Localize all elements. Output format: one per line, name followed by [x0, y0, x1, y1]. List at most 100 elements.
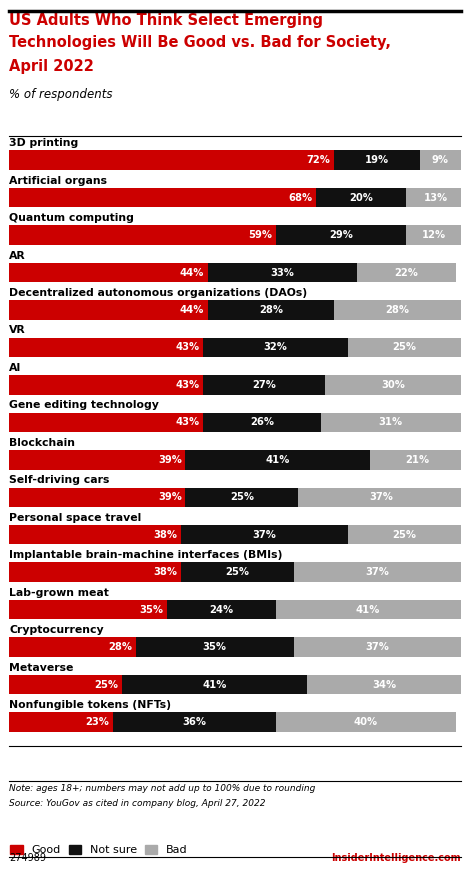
- Text: Gene editing technology: Gene editing technology: [9, 400, 159, 410]
- Bar: [113, 712, 275, 731]
- Bar: [407, 225, 461, 244]
- Bar: [9, 488, 185, 507]
- Text: 72%: 72%: [307, 155, 331, 166]
- Bar: [348, 525, 461, 545]
- Text: 37%: 37%: [252, 530, 276, 540]
- Text: Quantum computing: Quantum computing: [9, 213, 134, 223]
- Bar: [185, 488, 298, 507]
- Bar: [275, 600, 461, 619]
- Bar: [181, 562, 294, 582]
- Text: 33%: 33%: [270, 267, 294, 278]
- Text: 59%: 59%: [248, 230, 272, 240]
- Text: % of respondents: % of respondents: [9, 88, 113, 101]
- Bar: [204, 413, 321, 432]
- Bar: [136, 638, 294, 657]
- Bar: [9, 638, 136, 657]
- Text: Self-driving cars: Self-driving cars: [9, 476, 110, 485]
- Text: 34%: 34%: [372, 680, 396, 689]
- Bar: [9, 187, 316, 208]
- Text: InsiderIntelligence.com: InsiderIntelligence.com: [331, 853, 461, 863]
- Text: 30%: 30%: [381, 380, 405, 390]
- Text: 25%: 25%: [225, 567, 249, 577]
- Text: Cryptocurrency: Cryptocurrency: [9, 625, 104, 635]
- Bar: [275, 712, 456, 731]
- Bar: [357, 263, 456, 282]
- Bar: [275, 225, 407, 244]
- Bar: [9, 712, 113, 731]
- Text: 41%: 41%: [266, 455, 290, 465]
- Bar: [348, 337, 461, 357]
- Text: 20%: 20%: [349, 193, 373, 202]
- Bar: [298, 488, 465, 507]
- Text: 35%: 35%: [140, 604, 164, 615]
- Text: Artificial organs: Artificial organs: [9, 175, 108, 186]
- Bar: [204, 375, 325, 394]
- Bar: [334, 300, 461, 320]
- Text: 22%: 22%: [394, 267, 418, 278]
- Text: 28%: 28%: [385, 305, 409, 315]
- Bar: [9, 413, 204, 432]
- Bar: [9, 525, 181, 545]
- Bar: [294, 562, 461, 582]
- Text: 38%: 38%: [153, 567, 177, 577]
- Text: 31%: 31%: [379, 417, 403, 427]
- Text: 44%: 44%: [180, 305, 204, 315]
- Text: 38%: 38%: [153, 530, 177, 540]
- Text: 23%: 23%: [86, 717, 110, 727]
- Bar: [9, 263, 208, 282]
- Text: 68%: 68%: [289, 193, 313, 202]
- Text: 13%: 13%: [424, 193, 448, 202]
- Bar: [204, 337, 348, 357]
- Text: 25%: 25%: [94, 680, 118, 689]
- Text: VR: VR: [9, 325, 26, 336]
- Text: 21%: 21%: [406, 455, 430, 465]
- Text: 41%: 41%: [203, 680, 227, 689]
- Bar: [321, 413, 461, 432]
- Text: 25%: 25%: [392, 530, 416, 540]
- Text: 39%: 39%: [158, 492, 182, 502]
- Text: 26%: 26%: [250, 417, 274, 427]
- Text: 43%: 43%: [176, 417, 200, 427]
- Bar: [325, 375, 461, 394]
- Text: Source: YouGov as cited in company blog, April 27, 2022: Source: YouGov as cited in company blog,…: [9, 799, 266, 808]
- Text: 35%: 35%: [203, 642, 227, 652]
- Bar: [9, 300, 208, 320]
- Text: Nonfungible tokens (NFTs): Nonfungible tokens (NFTs): [9, 700, 172, 710]
- Text: 41%: 41%: [356, 604, 380, 615]
- Text: 29%: 29%: [329, 230, 353, 240]
- Text: Note: ages 18+; numbers may not add up to 100% due to rounding: Note: ages 18+; numbers may not add up t…: [9, 784, 316, 793]
- Bar: [185, 450, 370, 470]
- Text: 36%: 36%: [182, 717, 206, 727]
- Bar: [9, 450, 185, 470]
- Bar: [9, 337, 204, 357]
- Text: 19%: 19%: [365, 155, 389, 166]
- Text: 40%: 40%: [354, 717, 378, 727]
- Bar: [316, 187, 407, 208]
- Bar: [9, 600, 167, 619]
- Text: Lab-grown meat: Lab-grown meat: [9, 588, 109, 597]
- Text: 12%: 12%: [422, 230, 446, 240]
- Bar: [9, 375, 204, 394]
- Text: 274989: 274989: [9, 853, 47, 863]
- Bar: [370, 450, 465, 470]
- Text: AR: AR: [9, 251, 26, 260]
- Bar: [122, 675, 307, 695]
- Text: Blockchain: Blockchain: [9, 438, 75, 448]
- Text: 3D printing: 3D printing: [9, 138, 78, 148]
- Text: 25%: 25%: [230, 492, 254, 502]
- Text: 43%: 43%: [176, 380, 200, 390]
- Text: 9%: 9%: [432, 155, 449, 166]
- Bar: [208, 263, 357, 282]
- Bar: [167, 600, 275, 619]
- Text: US Adults Who Think Select Emerging: US Adults Who Think Select Emerging: [9, 13, 323, 28]
- Text: AI: AI: [9, 363, 22, 373]
- Text: 39%: 39%: [158, 455, 182, 465]
- Text: Decentralized autonomous organizations (DAOs): Decentralized autonomous organizations (…: [9, 288, 307, 298]
- Text: Metaverse: Metaverse: [9, 662, 74, 673]
- Bar: [420, 151, 461, 170]
- Text: 43%: 43%: [176, 343, 200, 352]
- Bar: [334, 151, 420, 170]
- Text: 28%: 28%: [108, 642, 132, 652]
- Text: Implantable brain-machine interfaces (BMIs): Implantable brain-machine interfaces (BM…: [9, 550, 283, 560]
- Legend: Good, Not sure, Bad: Good, Not sure, Bad: [6, 841, 192, 860]
